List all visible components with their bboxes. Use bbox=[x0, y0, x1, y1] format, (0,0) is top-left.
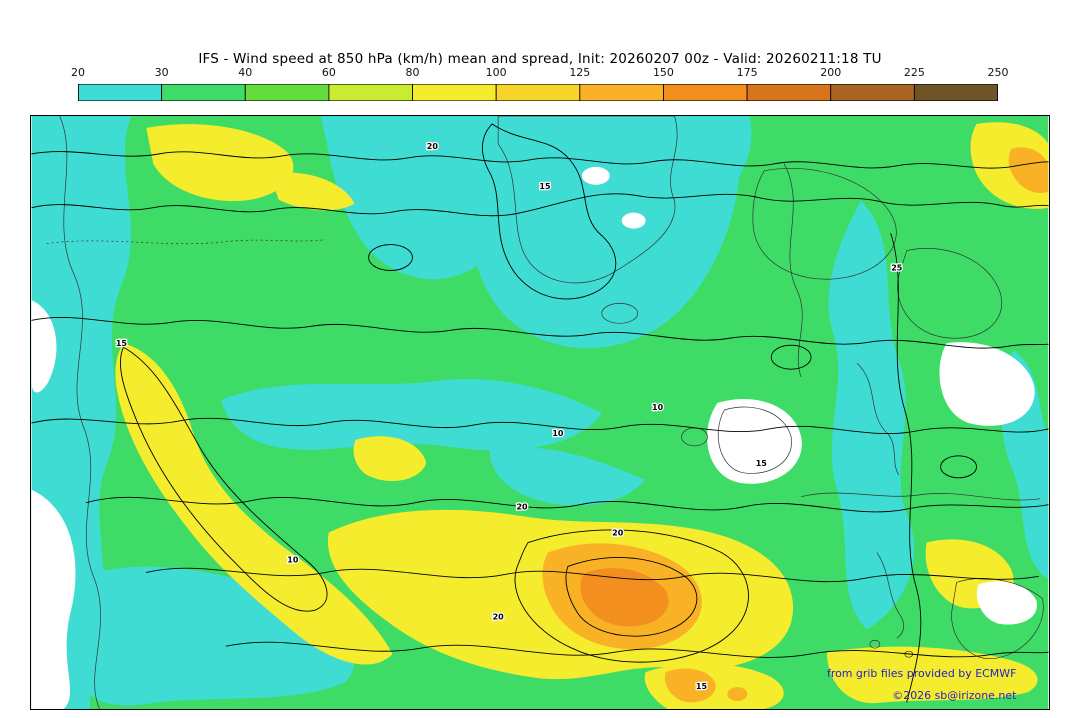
colorbar-tick: 100 bbox=[485, 66, 507, 79]
colorbar-segment bbox=[579, 84, 664, 101]
contour-label: 20 bbox=[427, 142, 439, 151]
contour-label: 15 bbox=[756, 459, 767, 468]
contour-line bbox=[31, 193, 1049, 217]
credits: from grib files provided by ECMWF ©2026 … bbox=[827, 667, 1017, 702]
coastline-ireland bbox=[681, 427, 708, 447]
spread-contour-lines bbox=[31, 123, 1049, 703]
wind-region-yellow bbox=[268, 172, 355, 211]
coastline-iceland bbox=[601, 303, 639, 324]
contour-line bbox=[145, 567, 1039, 583]
wind-region-orange bbox=[1008, 147, 1049, 193]
map-title: IFS - Wind speed at 850 hPa (km/h) mean … bbox=[198, 51, 882, 67]
colorbar-segment bbox=[663, 84, 748, 101]
coastline-baltic bbox=[856, 362, 900, 475]
colorbar-segment bbox=[746, 84, 832, 101]
colorbar-segment bbox=[830, 84, 915, 101]
coastline-norway bbox=[783, 163, 803, 378]
contour-loop bbox=[565, 557, 698, 637]
contour-label: 15 bbox=[696, 682, 707, 691]
landmass bbox=[752, 167, 897, 280]
wind-region-calm-white bbox=[939, 342, 1035, 426]
wind-region-calm-white bbox=[976, 581, 1037, 625]
landmass-greenland bbox=[497, 116, 678, 284]
contour-loop bbox=[940, 455, 977, 479]
wind-region-cyan bbox=[221, 379, 602, 451]
wind-region-calm-white bbox=[707, 399, 802, 484]
wind-region-calm-white bbox=[621, 212, 646, 229]
contour-label: 10 bbox=[652, 403, 664, 412]
contour-label: 25 bbox=[891, 263, 902, 272]
contour-label: 15 bbox=[539, 182, 550, 191]
colorbar-tick: 200 bbox=[820, 66, 842, 79]
contour-loop bbox=[514, 529, 749, 663]
contour-label: 20 bbox=[612, 529, 624, 538]
contour-label: 20 bbox=[517, 503, 529, 512]
colorbar-segment bbox=[78, 84, 163, 101]
colorbar-tick: 250 bbox=[987, 66, 1009, 79]
contour-value-labels: 20 15 25 10 15 10 20 20 15 20 15 10 bbox=[115, 141, 904, 693]
colorbar-tick: 60 bbox=[321, 66, 336, 79]
colorbar-segment bbox=[913, 84, 998, 101]
coastline-britain bbox=[717, 406, 792, 474]
map-canvas: 20 15 25 10 15 10 20 20 15 20 15 10 from… bbox=[31, 116, 1049, 709]
wind-region-yellow bbox=[146, 124, 294, 201]
colorbar-tick: 150 bbox=[652, 66, 674, 79]
colorbar-segment bbox=[495, 84, 581, 101]
colorbar-ticks: 20 30 40 60 80 100 125 150 175 200 225 2… bbox=[71, 66, 1009, 80]
wind-region-deep-orange bbox=[580, 568, 669, 627]
colorbar-tick: 175 bbox=[736, 66, 758, 79]
colorbar-segment bbox=[161, 84, 246, 101]
colorbar-segment bbox=[244, 84, 330, 101]
contour-line bbox=[31, 317, 1049, 349]
wind-region-cyan bbox=[668, 116, 752, 206]
contour-label: 20 bbox=[493, 612, 505, 621]
contour-line bbox=[86, 496, 1049, 513]
weather-map: 20 15 25 10 15 10 20 20 15 20 15 10 from… bbox=[30, 115, 1050, 710]
contour-label: 10 bbox=[552, 429, 564, 438]
wind-region-calm-white bbox=[31, 489, 76, 709]
wind-speed-fill-regions bbox=[31, 116, 1049, 709]
contour-line bbox=[225, 641, 1049, 658]
contour-loop bbox=[770, 344, 812, 370]
wind-region-calm-white bbox=[31, 300, 57, 393]
coastline-europe bbox=[801, 492, 1041, 501]
wind-region-yellow bbox=[115, 343, 393, 665]
contour-loop bbox=[481, 123, 617, 300]
colorbar-tick: 20 bbox=[71, 66, 85, 79]
colorbar-scale bbox=[78, 84, 998, 101]
colorbar-segment bbox=[412, 84, 497, 101]
coastline-west bbox=[59, 116, 101, 709]
contour-line bbox=[31, 417, 1049, 434]
credit-line-source: from grib files provided by ECMWF bbox=[827, 667, 1016, 680]
wind-region-yellow bbox=[353, 436, 427, 482]
colorbar-segment bbox=[328, 84, 413, 101]
coastline-iberia bbox=[951, 578, 1044, 659]
coastlines bbox=[46, 116, 1044, 709]
wind-region-calm-white bbox=[581, 166, 610, 185]
coastline-italy bbox=[876, 552, 905, 639]
credit-line-copyright: ©2026 sb@irizone.net bbox=[892, 689, 1017, 702]
contour-line bbox=[31, 151, 1049, 169]
wind-region-orange bbox=[727, 687, 748, 702]
contour-label: 15 bbox=[116, 339, 127, 348]
colorbar-tick: 225 bbox=[903, 66, 925, 79]
landmass bbox=[897, 248, 1003, 339]
colorbar-tick: 80 bbox=[405, 66, 420, 79]
wind-region-cyan bbox=[489, 447, 645, 506]
coastline-island bbox=[869, 639, 881, 649]
wind-region-cyan bbox=[828, 200, 915, 630]
colorbar-tick: 30 bbox=[154, 66, 169, 79]
contour-line bbox=[890, 233, 922, 703]
contour-loop bbox=[368, 244, 413, 271]
wind-region-yellow bbox=[827, 646, 1038, 704]
contour-label: 10 bbox=[287, 555, 299, 564]
contour-loop bbox=[120, 346, 328, 612]
colorbar-tick: 125 bbox=[569, 66, 591, 79]
colorbar-tick: 40 bbox=[238, 66, 253, 79]
wind-region-orange bbox=[664, 668, 716, 703]
